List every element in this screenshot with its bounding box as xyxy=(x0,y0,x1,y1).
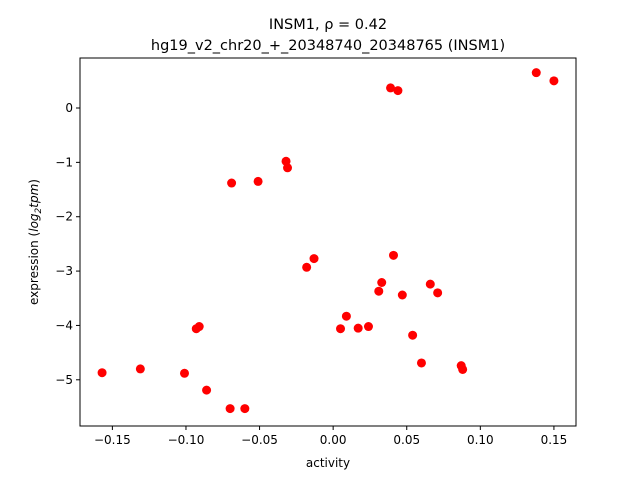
data-point xyxy=(377,277,387,287)
x-tick-label: 0.05 xyxy=(393,433,420,447)
data-point xyxy=(253,176,263,186)
x-tick-label: −0.15 xyxy=(94,433,131,447)
y-axis-ticks: −5 −4 −3 −2 −1 0 xyxy=(55,101,80,387)
x-axis-label: activity xyxy=(306,456,350,470)
x-tick-label: 0.15 xyxy=(541,433,568,447)
y-axis-label-subscript: 2 xyxy=(34,207,44,213)
data-points xyxy=(97,68,559,414)
data-point xyxy=(388,250,398,260)
data-point xyxy=(179,368,189,378)
data-point xyxy=(341,311,351,321)
data-point xyxy=(97,368,107,378)
data-point xyxy=(416,358,426,368)
y-axis-label-suffix: ) xyxy=(27,179,41,184)
data-point xyxy=(194,322,204,332)
data-point xyxy=(374,286,384,296)
chart-title-line2: hg19_v2_chr20_+_20348740_20348765 (INSM1… xyxy=(151,38,505,54)
data-point xyxy=(283,163,293,173)
data-point xyxy=(302,262,312,272)
y-tick-label: −5 xyxy=(55,373,73,387)
data-point xyxy=(353,323,363,333)
data-point xyxy=(397,290,407,300)
x-tick-label: 0.10 xyxy=(467,433,494,447)
data-point xyxy=(363,322,373,332)
data-point xyxy=(336,324,346,334)
data-point xyxy=(240,404,250,414)
y-axis-label-math2: tpm xyxy=(27,184,41,208)
x-axis-ticks: −0.15 −0.10 −0.05 0.00 0.05 0.10 0.15 xyxy=(94,426,567,447)
data-point xyxy=(135,364,145,374)
y-axis-label-prefix: expression ( xyxy=(27,232,41,305)
x-tick-label: −0.05 xyxy=(241,433,278,447)
y-tick-label: −1 xyxy=(55,155,73,169)
y-axis-label-math: log xyxy=(27,213,41,232)
data-point xyxy=(408,330,418,340)
y-axis-label: expression (log2tpm) xyxy=(27,179,44,305)
data-point xyxy=(549,76,559,86)
data-point xyxy=(425,279,435,289)
data-point xyxy=(227,178,237,188)
data-point xyxy=(433,288,443,298)
x-tick-label: 0.00 xyxy=(320,433,347,447)
y-tick-label: −4 xyxy=(55,318,73,332)
data-point xyxy=(531,68,541,78)
chart-title-line1: INSM1, ρ = 0.42 xyxy=(269,17,387,33)
data-point xyxy=(393,86,403,96)
data-point xyxy=(309,254,319,264)
x-tick-label: −0.10 xyxy=(168,433,205,447)
data-point xyxy=(386,83,396,93)
y-tick-label: −2 xyxy=(55,210,73,224)
data-point xyxy=(225,404,235,414)
y-tick-label: 0 xyxy=(65,101,73,115)
data-point xyxy=(458,364,468,374)
data-point xyxy=(202,385,212,395)
y-tick-label: −3 xyxy=(55,264,73,278)
plot-frame xyxy=(79,57,577,427)
